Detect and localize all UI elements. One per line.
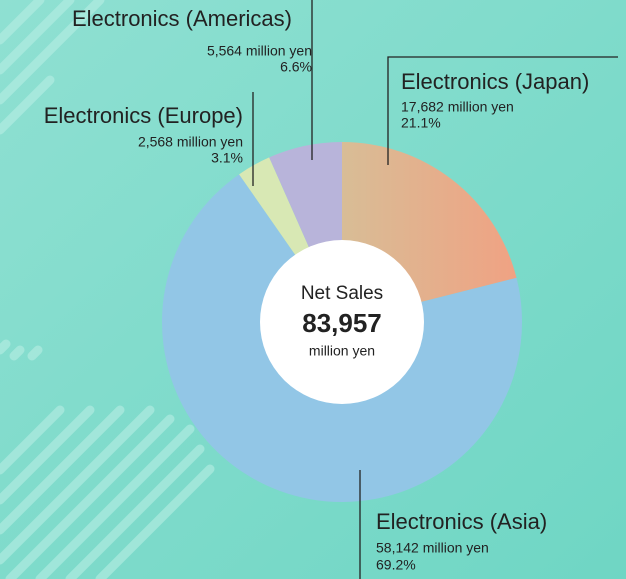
decoration — [0, 0, 215, 579]
share-label: 21.1% — [401, 115, 441, 131]
center-unit: million yen — [309, 343, 375, 359]
share-label: 69.2% — [376, 557, 416, 573]
center-total: 83,957 — [302, 308, 382, 338]
center-title: Net Sales — [301, 283, 383, 304]
category-label: Electronics (Americas) — [72, 6, 292, 31]
leader-line — [387, 56, 618, 165]
share-label: 6.6% — [280, 59, 312, 75]
value-label: 2,568 million yen — [138, 134, 243, 150]
category-label: Electronics (Asia) — [376, 509, 547, 534]
value-label: 5,564 million yen — [207, 43, 312, 59]
value-label: 58,142 million yen — [376, 540, 489, 556]
value-label: 17,682 million yen — [401, 99, 514, 115]
category-label: Electronics (Europe) — [44, 103, 243, 128]
category-label: Electronics (Japan) — [401, 69, 589, 94]
donut-hole — [260, 240, 424, 404]
share-label: 3.1% — [211, 150, 243, 166]
